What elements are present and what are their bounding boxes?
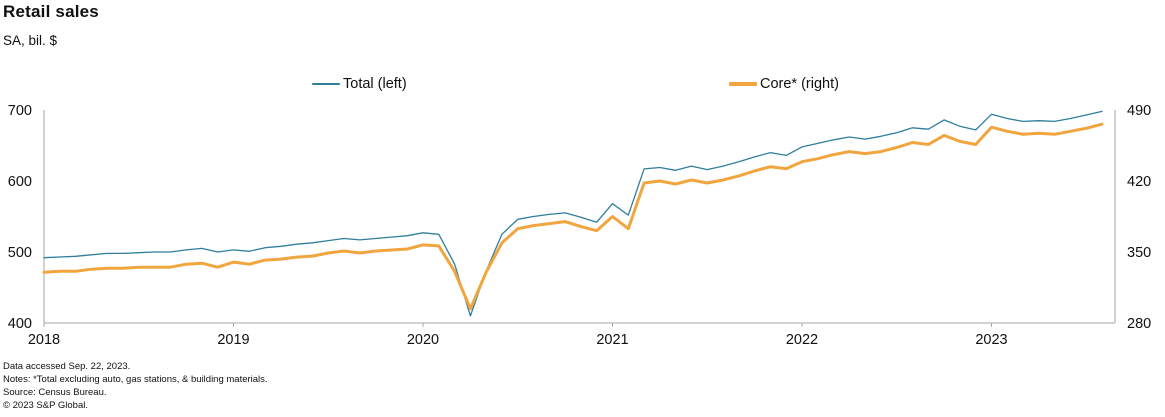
legend-item-core: Core* (right) — [729, 75, 839, 93]
total-series-line — [43, 110, 1103, 317]
x-axis-year-label: 2018 — [28, 332, 60, 348]
core-line-swatch-icon — [729, 82, 757, 86]
right-axis-tick-label: 280 — [1127, 316, 1151, 332]
right-axis-tick-label: 490 — [1127, 103, 1151, 119]
footnote-source: Source: Census Bureau. — [3, 387, 107, 398]
legend-label-core: Core* (right) — [760, 76, 839, 92]
legend: Total (left) Core* (right) — [0, 75, 1165, 95]
x-axis-year-label: 2023 — [975, 332, 1007, 348]
x-axis-year-label: 2019 — [217, 332, 249, 348]
left-axis-tick-label: 600 — [8, 174, 32, 190]
line-chart: 700 600 500 400 490 420 350 280 2018 2019 2020 2021… — [8, 103, 1151, 348]
legend-item-total: Total (left) — [312, 75, 407, 93]
x-axis-year-label: 2022 — [786, 332, 818, 348]
footnotes: Data accessed Sep. 22, 2023. Notes: *Tot… — [3, 360, 268, 412]
right-axis-tick-label: 420 — [1127, 174, 1151, 190]
chart-subtitle: SA, bil. $ — [3, 33, 58, 48]
left-axis-tick-label: 700 — [8, 103, 32, 119]
footnote-copyright: © 2023 S&P Global. — [3, 400, 88, 411]
total-line-swatch-icon — [312, 83, 340, 85]
core-series-line — [42, 122, 1104, 311]
left-axis-tick-label: 400 — [8, 316, 32, 332]
left-axis-tick-label: 500 — [8, 245, 32, 261]
footnote-notes: Notes: *Total excluding auto, gas statio… — [3, 374, 268, 385]
chart-title: Retail sales — [3, 2, 99, 21]
x-axis-year-label: 2020 — [407, 332, 439, 348]
footnote-data-accessed: Data accessed Sep. 22, 2023. — [3, 361, 131, 372]
right-axis-tick-label: 350 — [1127, 245, 1151, 261]
legend-label-total: Total (left) — [343, 76, 407, 92]
x-axis-year-label: 2021 — [596, 332, 628, 348]
